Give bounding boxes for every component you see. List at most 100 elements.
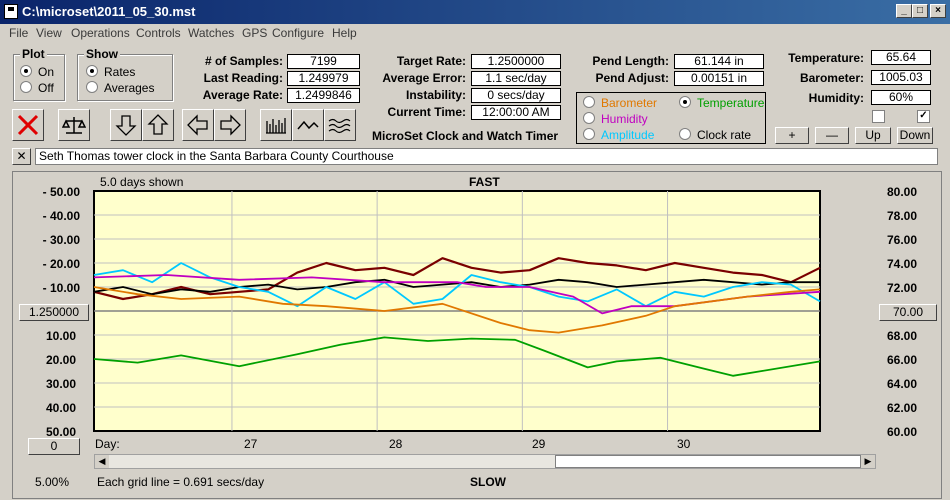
last-reading-label: Last Reading: xyxy=(203,71,283,85)
down-arrow-button[interactable] xyxy=(110,109,142,141)
temperature-label: Temperature: xyxy=(788,51,864,65)
scroll-thumb[interactable] xyxy=(555,455,861,468)
pend-length-field: 61.144 in xyxy=(674,54,764,69)
show-group: Show Rates Averages xyxy=(77,47,173,101)
bars-icon xyxy=(266,118,286,134)
target-rate-label: Target Rate: xyxy=(396,54,466,68)
samples-label: # of Samples: xyxy=(204,54,283,68)
sensor-barometer-radio[interactable]: Barometer xyxy=(583,96,657,110)
minimize-button[interactable]: _ xyxy=(896,4,912,18)
days-shown-label: 5.0 days shown xyxy=(100,175,184,189)
radio-dot-icon xyxy=(679,128,691,140)
show-rates-radio[interactable]: Rates xyxy=(86,65,135,79)
window-title: C:\microset\2011_05_30.mst xyxy=(22,4,196,19)
clear-button[interactable] xyxy=(12,109,44,141)
show-group-title: Show xyxy=(84,47,120,61)
line-view-button[interactable] xyxy=(292,109,324,141)
wave-view-button[interactable] xyxy=(324,109,356,141)
right-arrow-button[interactable] xyxy=(214,109,246,141)
scroll-left-icon[interactable]: ◀ xyxy=(95,455,109,468)
line-graph-icon xyxy=(297,120,319,130)
average-error-field: 1.1 sec/day xyxy=(471,71,561,86)
balance-scale-icon xyxy=(62,117,86,134)
series-line-5 xyxy=(93,336,821,377)
minus-button[interactable]: — xyxy=(815,127,849,144)
menu-controls[interactable]: Controls xyxy=(136,26,181,40)
maximize-button[interactable]: □ xyxy=(912,4,928,18)
left-tick: - 40.00 xyxy=(42,209,80,223)
plus-button[interactable]: + xyxy=(775,127,809,144)
menu-gps[interactable]: GPS xyxy=(242,26,268,40)
radio-dot-icon xyxy=(86,81,98,93)
plot-off-radio[interactable]: Off xyxy=(20,81,54,95)
offset-button[interactable]: 0 xyxy=(28,438,80,455)
target-rate-field: 1.2500000 xyxy=(471,54,561,69)
right-tick: 78.00 xyxy=(887,209,918,223)
sensor-amplitude-radio[interactable]: Amplitude xyxy=(583,128,654,142)
menu-operations[interactable]: Operations xyxy=(71,26,130,40)
show-averages-radio[interactable]: Averages xyxy=(86,81,154,95)
balance-button[interactable] xyxy=(58,109,90,141)
right-tick: 62.00 xyxy=(887,401,918,415)
left-tick: 10.00 xyxy=(45,329,76,343)
menu-watches[interactable]: Watches xyxy=(188,26,235,40)
left-tick: - 30.00 xyxy=(42,233,80,247)
plot-group-title: Plot xyxy=(20,47,47,61)
menu-help[interactable]: Help xyxy=(332,26,357,40)
checkbox-right[interactable]: ✓ xyxy=(917,110,930,123)
humidity-field: 60% xyxy=(871,90,931,105)
chart-panel xyxy=(12,171,942,499)
close-window-button[interactable]: × xyxy=(930,4,946,18)
sensor-temperature-radio[interactable]: Temperature xyxy=(679,96,764,110)
right-tick: 80.00 xyxy=(887,185,918,199)
title-bar: C:\microset\2011_05_30.mst _ □ × xyxy=(0,0,950,24)
show-averages-label: Averages xyxy=(104,81,155,95)
menu-file[interactable]: File xyxy=(9,26,29,40)
sensor-humidity-radio[interactable]: Humidity xyxy=(583,112,648,126)
left-tick: - 50.00 xyxy=(42,185,80,199)
up-button[interactable]: Up xyxy=(855,127,891,144)
x-tick: 30 xyxy=(677,437,691,451)
plot-on-radio[interactable]: On xyxy=(20,65,54,79)
down-button[interactable]: Down xyxy=(897,127,933,144)
x-tick: 27 xyxy=(244,437,258,451)
temperature-field: 65.64 xyxy=(871,50,931,65)
grid-lines xyxy=(94,191,820,431)
x-tick: 28 xyxy=(389,437,403,451)
right-center-button[interactable]: 70.00 xyxy=(879,304,937,321)
plot-on-label: On xyxy=(38,65,55,79)
up-arrow-button[interactable] xyxy=(142,109,174,141)
left-tick: 50.00 xyxy=(45,425,76,439)
radio-dot-icon xyxy=(583,128,595,140)
checkbox-left[interactable] xyxy=(872,110,885,123)
barometer-label: Barometer: xyxy=(799,71,864,85)
right-tick: 64.00 xyxy=(887,377,918,391)
zoom-label: 5.00% xyxy=(35,475,70,489)
right-tick: 76.00 xyxy=(887,233,918,247)
left-arrow-icon xyxy=(187,114,208,136)
average-rate-label: Average Rate: xyxy=(202,88,283,102)
app-icon xyxy=(4,4,18,19)
bars-view-button[interactable] xyxy=(260,109,292,141)
scroll-right-icon[interactable]: ▶ xyxy=(861,455,875,468)
left-arrow-button[interactable] xyxy=(182,109,214,141)
menu-view[interactable]: View xyxy=(36,26,62,40)
left-tick: 20.00 xyxy=(45,353,76,367)
series-line-4 xyxy=(93,286,821,334)
description-field[interactable]: Seth Thomas tower clock in the Santa Bar… xyxy=(35,148,938,165)
time-scrollbar[interactable]: ◀ ▶ xyxy=(94,454,876,469)
pend-adjust-field: 0.00151 in xyxy=(674,71,764,86)
sensor-select-panel: Barometer Temperature Humidity Amplitude… xyxy=(576,92,766,144)
close-description-button[interactable]: ✕ xyxy=(12,148,31,165)
current-time-field: 12:00:00 AM xyxy=(471,105,561,120)
series-line-1 xyxy=(93,278,820,296)
radio-dot-icon xyxy=(20,81,32,93)
center-rate-button[interactable]: 1.250000 xyxy=(19,304,89,321)
radio-dot-icon xyxy=(20,65,32,77)
menu-bar: File View Operations Controls Watches GP… xyxy=(0,24,950,43)
menu-configure[interactable]: Configure xyxy=(272,26,325,40)
right-tick: 68.00 xyxy=(887,329,918,343)
plot-group: Plot On Off xyxy=(13,47,65,101)
sensor-clockrate-radio[interactable]: Clock rate xyxy=(679,128,751,142)
sensor-humidity-label: Humidity xyxy=(601,112,648,126)
